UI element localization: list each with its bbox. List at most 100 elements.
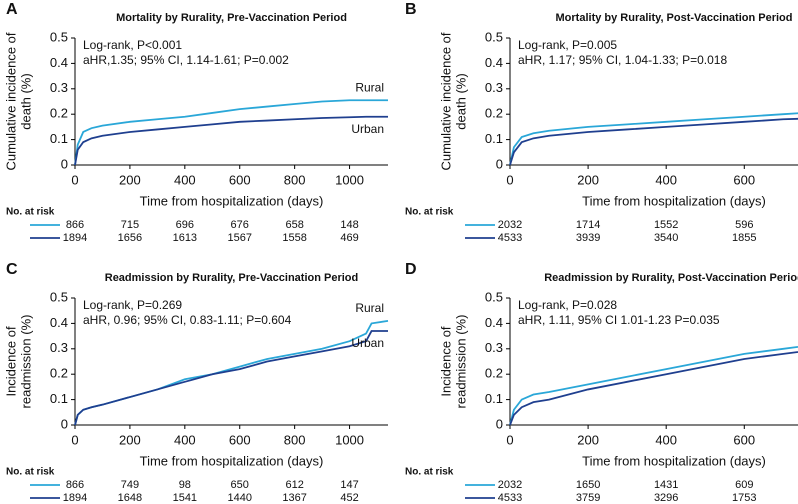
risk-count: 1367 <box>282 492 306 504</box>
y-axis-label: death (%) <box>18 73 33 129</box>
risk-count: 1431 <box>654 479 678 491</box>
risk-count: 147 <box>340 479 358 491</box>
y-tick-label: 0.4 <box>485 55 503 70</box>
risk-count: 1567 <box>227 232 251 244</box>
x-tick-label: 400 <box>655 172 677 187</box>
x-tick-label: 1000 <box>335 172 364 187</box>
risk-count: 3540 <box>654 232 678 244</box>
x-tick-label: 200 <box>577 432 599 447</box>
y-axis-label: readmission (%) <box>18 315 33 409</box>
y-tick-label: 0.1 <box>50 391 68 406</box>
line-series <box>74 319 389 426</box>
annotation: Log-rank, P=0.028 <box>518 298 617 312</box>
risk-count: 658 <box>285 219 303 231</box>
line-series <box>509 351 798 426</box>
risk-count: 715 <box>121 219 139 231</box>
panel-letter: A <box>6 1 18 18</box>
panel: D Readmission by Rurality, Post-Vaccinati… <box>405 261 798 504</box>
x-tick-label: 200 <box>119 432 141 447</box>
y-axis-label: Incidence of <box>3 326 18 396</box>
risk-count: 696 <box>176 219 194 231</box>
risk-count: 596 <box>735 219 753 231</box>
y-tick-label: 0 <box>61 156 68 171</box>
y-tick-label: 0.2 <box>485 366 503 381</box>
y-tick-label: 0.2 <box>485 106 503 121</box>
panel-letter: D <box>405 261 417 278</box>
y-tick-label: 0.4 <box>485 315 503 330</box>
risk-count: 1558 <box>282 232 306 244</box>
panel: A Mortality by Rurality, Pre-Vaccination … <box>3 1 388 244</box>
risk-count: 3759 <box>576 492 600 504</box>
y-tick-label: 0.4 <box>50 55 68 70</box>
y-tick-label: 0 <box>61 416 68 431</box>
x-axis-label: Time from hospitalization (days) <box>140 453 324 468</box>
series-label: Urban <box>351 336 384 350</box>
x-tick-label: 800 <box>284 172 306 187</box>
x-tick-label: 600 <box>229 172 251 187</box>
line-series <box>509 112 798 166</box>
risk-count: 609 <box>735 479 753 491</box>
risk-count: 1648 <box>118 492 142 504</box>
x-axis-label: Time from hospitalization (days) <box>140 193 324 208</box>
x-axis-label: Time from hospitalization (days) <box>582 193 766 208</box>
y-axis-label: death (%) <box>453 73 468 129</box>
panel-letter: C <box>6 261 18 278</box>
y-tick-label: 0.3 <box>485 80 503 95</box>
x-tick-label: 600 <box>733 172 755 187</box>
risk-count: 866 <box>66 219 84 231</box>
risk-count: 612 <box>285 479 303 491</box>
risk-count: 98 <box>179 479 191 491</box>
x-tick-label: 600 <box>733 432 755 447</box>
risk-count: 749 <box>121 479 139 491</box>
annotation: aHR, 0.96; 95% CI, 0.83-1.11; P=0.604 <box>83 313 292 327</box>
series-label: Urban <box>351 122 384 136</box>
x-tick-label: 0 <box>71 172 78 187</box>
x-tick-label: 400 <box>174 432 196 447</box>
y-tick-label: 0.5 <box>485 289 503 304</box>
chart-title: Mortality by Rurality, Pre-Vaccination P… <box>116 12 347 24</box>
y-tick-label: 0.3 <box>50 80 68 95</box>
line-series <box>509 117 798 166</box>
chart-title: Mortality by Rurality, Post-Vaccination … <box>556 12 793 24</box>
x-tick-label: 0 <box>506 432 513 447</box>
y-tick-label: 0 <box>496 156 503 171</box>
risk-count: 452 <box>340 492 358 504</box>
y-tick-label: 0.5 <box>50 289 68 304</box>
risk-count: 1894 <box>63 232 87 244</box>
panel: C Readmission by Rurality, Pre-Vaccinatio… <box>3 261 389 504</box>
y-tick-label: 0.4 <box>50 315 68 330</box>
series-label: Rural <box>355 301 384 315</box>
x-tick-label: 200 <box>577 172 599 187</box>
line-series <box>74 115 388 166</box>
y-tick-label: 0.5 <box>50 29 68 44</box>
panel: B Mortality by Rurality, Post-Vaccination… <box>405 1 798 244</box>
y-tick-label: 0.5 <box>485 29 503 44</box>
annotation: Log-rank, P=0.005 <box>518 38 617 52</box>
risk-count: 1656 <box>118 232 142 244</box>
risk-count: 866 <box>66 479 84 491</box>
y-tick-label: 0.2 <box>50 106 68 121</box>
x-tick-label: 1000 <box>335 432 364 447</box>
y-tick-label: 0.1 <box>485 131 503 146</box>
chart-title: Readmission by Rurality, Post-Vaccinatio… <box>544 272 798 284</box>
series-label: Rural <box>355 80 384 94</box>
annotation: aHR, 1.11, 95% CI 1.01-1.23 P=0.035 <box>518 313 720 327</box>
risk-table-title: No. at risk <box>405 207 454 218</box>
x-tick-label: 400 <box>655 432 677 447</box>
y-axis-label: Cumulative incidence of <box>3 32 18 170</box>
annotation: aHR, 1.17; 95% CI, 1.04-1.33; P=0.018 <box>518 53 727 67</box>
x-tick-label: 0 <box>71 432 78 447</box>
y-tick-label: 0.2 <box>50 366 68 381</box>
risk-count: 1440 <box>227 492 251 504</box>
y-axis-label: Incidence of <box>438 326 453 396</box>
risk-count: 4533 <box>498 492 522 504</box>
x-tick-label: 800 <box>284 432 306 447</box>
risk-table-title: No. at risk <box>6 467 55 478</box>
y-tick-label: 0.3 <box>485 340 503 355</box>
risk-count: 1650 <box>576 479 600 491</box>
line-series <box>509 345 798 426</box>
risk-table-title: No. at risk <box>405 467 454 478</box>
y-tick-label: 0.3 <box>50 340 68 355</box>
y-axis-label: Cumulative incidence of <box>438 32 453 170</box>
